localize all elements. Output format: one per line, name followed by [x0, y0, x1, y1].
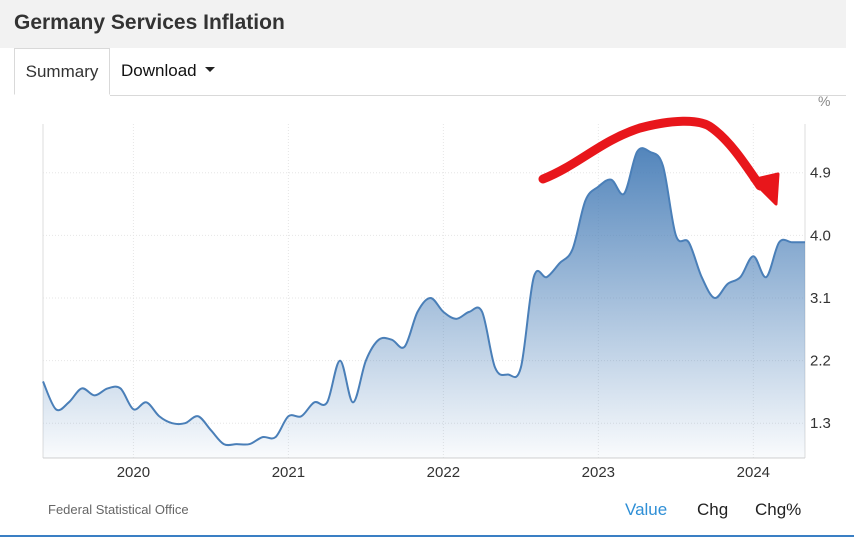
page-title: Germany Services Inflation [14, 11, 285, 34]
download-label: Download [121, 61, 197, 80]
annotation-arrow-shaft [538, 116, 765, 191]
source-label: Federal Statistical Office [48, 502, 189, 517]
bottom-rule [0, 535, 854, 537]
x-tick-label: 2023 [582, 464, 615, 481]
y-tick-label: 4.0 [810, 227, 831, 244]
annotation-arrow [538, 116, 780, 206]
series-line [42, 147, 805, 447]
caret-down-icon [204, 67, 215, 73]
annotation-arrow-head [750, 172, 780, 206]
x-tick-label: 2021 [272, 464, 305, 481]
y-tick-label: 4.9 [810, 165, 831, 182]
y-unit-label: % [818, 96, 830, 109]
chg-percent-button[interactable]: Chg% [755, 500, 802, 519]
value-button[interactable]: Value [625, 500, 668, 519]
inflation-chart: 1.3 2.2 3.1 4.0 4.9% 2020 2021 2022 2023 2024 [42, 96, 831, 481]
y-tick-label: 3.1 [810, 290, 831, 307]
tab-bar: Summary Download [0, 48, 846, 96]
y-tick-label: 2.2 [810, 353, 831, 370]
chart-container: 1.3 2.2 3.1 4.0 4.9% 2020 2021 2022 2023 2024 [0, 96, 846, 536]
tab-summary[interactable]: Summary [14, 48, 110, 95]
y-tick-label: 1.3 [810, 415, 831, 432]
x-tick-label: 2024 [737, 464, 770, 481]
chg-button[interactable]: Chg [697, 500, 729, 519]
x-tick-label: 2022 [427, 464, 460, 481]
download-dropdown[interactable]: Download [121, 48, 215, 95]
title-bar: Germany Services Inflation [0, 0, 846, 48]
x-tick-label: 2020 [117, 464, 150, 481]
tab-divider [110, 95, 846, 96]
